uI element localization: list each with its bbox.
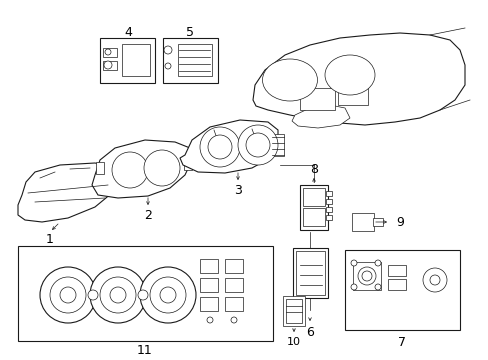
Circle shape [60, 287, 76, 303]
Circle shape [374, 284, 380, 290]
Bar [372, 218, 382, 226]
Polygon shape [92, 140, 192, 198]
Bar [387, 265, 405, 276]
Bar [224, 278, 243, 292]
Bar [200, 297, 218, 311]
Text: 3: 3 [234, 184, 242, 197]
Bar [303, 188, 325, 206]
Circle shape [88, 290, 98, 300]
Bar [283, 296, 305, 326]
Bar [163, 38, 218, 83]
Bar [351, 213, 373, 231]
Circle shape [206, 317, 213, 323]
Text: 4: 4 [124, 26, 132, 39]
Ellipse shape [262, 59, 317, 101]
Bar [178, 44, 212, 76]
Text: 7: 7 [397, 336, 405, 348]
Circle shape [238, 125, 278, 165]
Circle shape [230, 317, 237, 323]
Bar [352, 262, 380, 290]
Bar [96, 162, 104, 174]
Circle shape [350, 260, 356, 266]
Circle shape [140, 267, 196, 323]
Polygon shape [252, 33, 464, 125]
Bar [387, 279, 405, 290]
Bar [325, 207, 331, 212]
Circle shape [40, 267, 96, 323]
Circle shape [164, 63, 171, 69]
Bar [103, 61, 117, 70]
Circle shape [50, 277, 86, 313]
Circle shape [160, 287, 176, 303]
Bar [295, 251, 325, 295]
Text: 9: 9 [395, 216, 403, 229]
Bar [285, 299, 302, 323]
Bar [337, 85, 367, 105]
Circle shape [374, 260, 380, 266]
Bar [299, 185, 327, 230]
Circle shape [429, 275, 439, 285]
Circle shape [245, 133, 269, 157]
Circle shape [90, 267, 146, 323]
Text: 6: 6 [305, 325, 313, 338]
Circle shape [104, 61, 112, 69]
Bar [18, 246, 272, 341]
Bar [224, 297, 243, 311]
Text: 1: 1 [46, 233, 54, 246]
Circle shape [163, 46, 172, 54]
Bar [200, 259, 218, 273]
Text: 5: 5 [185, 26, 194, 39]
Circle shape [110, 287, 126, 303]
Circle shape [207, 135, 231, 159]
Text: 11: 11 [137, 343, 153, 356]
Bar [103, 48, 117, 57]
Bar [325, 215, 331, 220]
Circle shape [105, 49, 111, 55]
Circle shape [143, 150, 180, 186]
Bar [325, 199, 331, 204]
Bar [200, 278, 218, 292]
Circle shape [138, 290, 148, 300]
Bar [345, 250, 459, 330]
Circle shape [357, 267, 375, 285]
Circle shape [422, 268, 446, 292]
Bar [183, 158, 192, 170]
Bar [303, 208, 325, 226]
Polygon shape [180, 120, 278, 173]
Text: 2: 2 [144, 208, 152, 221]
Bar [292, 248, 327, 298]
Bar [224, 259, 243, 273]
Circle shape [200, 127, 240, 167]
Text: 10: 10 [286, 337, 301, 347]
Circle shape [112, 152, 148, 188]
Bar [100, 38, 155, 83]
Circle shape [150, 277, 185, 313]
Circle shape [361, 271, 371, 281]
Ellipse shape [325, 55, 374, 95]
Bar [122, 44, 150, 76]
Polygon shape [18, 163, 118, 222]
Polygon shape [291, 105, 349, 128]
Circle shape [100, 277, 136, 313]
Bar [271, 134, 284, 156]
Circle shape [350, 284, 356, 290]
Bar [299, 88, 334, 110]
Bar [325, 191, 331, 196]
Text: 8: 8 [309, 162, 317, 176]
